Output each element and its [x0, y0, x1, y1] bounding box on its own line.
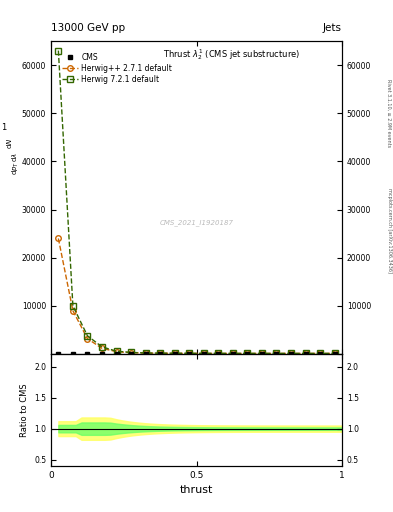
- CMS: [303, 351, 308, 357]
- Herwig 7.2.1 default: [274, 350, 279, 356]
- X-axis label: thrust: thrust: [180, 485, 213, 495]
- Herwig++ 2.7.1 default: [173, 350, 177, 356]
- Herwig 7.2.1 default: [100, 344, 105, 350]
- CMS: [173, 351, 177, 357]
- Herwig++ 2.7.1 default: [332, 350, 337, 356]
- Herwig 7.2.1 default: [85, 333, 90, 339]
- Legend: CMS, Herwig++ 2.7.1 default, Herwig 7.2.1 default: CMS, Herwig++ 2.7.1 default, Herwig 7.2.…: [61, 51, 174, 86]
- Herwig 7.2.1 default: [318, 350, 323, 356]
- Text: CMS_2021_I1920187: CMS_2021_I1920187: [160, 219, 233, 226]
- CMS: [332, 351, 337, 357]
- Herwig 7.2.1 default: [143, 350, 148, 356]
- Herwig 7.2.1 default: [245, 350, 250, 356]
- Herwig 7.2.1 default: [216, 350, 221, 356]
- Herwig++ 2.7.1 default: [245, 350, 250, 356]
- Herwig++ 2.7.1 default: [260, 350, 264, 356]
- Herwig 7.2.1 default: [202, 350, 206, 356]
- CMS: [85, 351, 90, 357]
- Herwig 7.2.1 default: [332, 350, 337, 356]
- Herwig++ 2.7.1 default: [216, 350, 221, 356]
- Herwig++ 2.7.1 default: [231, 350, 235, 356]
- Herwig++ 2.7.1 default: [56, 236, 61, 242]
- Herwig 7.2.1 default: [71, 303, 75, 309]
- CMS: [71, 351, 75, 357]
- Text: $\mathrm{d}p_T\,\mathrm{d}\lambda$: $\mathrm{d}p_T\,\mathrm{d}\lambda$: [11, 152, 21, 176]
- CMS: [187, 351, 192, 357]
- Herwig 7.2.1 default: [129, 349, 134, 355]
- Text: Jets: Jets: [323, 23, 342, 33]
- Herwig++ 2.7.1 default: [129, 350, 134, 356]
- CMS: [100, 351, 105, 357]
- Line: Herwig++ 2.7.1 default: Herwig++ 2.7.1 default: [55, 236, 338, 356]
- Herwig 7.2.1 default: [187, 350, 192, 356]
- Herwig++ 2.7.1 default: [318, 350, 323, 356]
- Herwig++ 2.7.1 default: [158, 350, 163, 356]
- Herwig++ 2.7.1 default: [303, 350, 308, 356]
- Herwig 7.2.1 default: [114, 348, 119, 354]
- CMS: [216, 351, 221, 357]
- Text: $\mathrm{d}N$: $\mathrm{d}N$: [6, 138, 14, 149]
- Herwig 7.2.1 default: [158, 350, 163, 356]
- CMS: [274, 351, 279, 357]
- Text: 1: 1: [1, 123, 7, 133]
- CMS: [260, 351, 264, 357]
- Text: 13000 GeV pp: 13000 GeV pp: [51, 23, 125, 33]
- CMS: [143, 351, 148, 357]
- Herwig++ 2.7.1 default: [187, 350, 192, 356]
- CMS: [245, 351, 250, 357]
- Herwig 7.2.1 default: [303, 350, 308, 356]
- CMS: [114, 351, 119, 357]
- Line: Herwig 7.2.1 default: Herwig 7.2.1 default: [55, 48, 338, 356]
- Text: mcplots.cern.ch [arXiv:1306.3436]: mcplots.cern.ch [arXiv:1306.3436]: [387, 188, 391, 273]
- Herwig 7.2.1 default: [260, 350, 264, 356]
- CMS: [56, 351, 61, 357]
- CMS: [158, 351, 163, 357]
- CMS: [289, 351, 294, 357]
- Herwig 7.2.1 default: [289, 350, 294, 356]
- Herwig++ 2.7.1 default: [202, 350, 206, 356]
- Text: Thrust $\lambda_{2}^{1}$ (CMS jet substructure): Thrust $\lambda_{2}^{1}$ (CMS jet substr…: [163, 47, 300, 62]
- Herwig 7.2.1 default: [173, 350, 177, 356]
- Line: CMS: CMS: [56, 351, 337, 356]
- Herwig++ 2.7.1 default: [143, 350, 148, 356]
- Herwig 7.2.1 default: [231, 350, 235, 356]
- Herwig++ 2.7.1 default: [114, 349, 119, 355]
- Herwig++ 2.7.1 default: [289, 350, 294, 356]
- Herwig 7.2.1 default: [56, 48, 61, 54]
- CMS: [318, 351, 323, 357]
- CMS: [129, 351, 134, 357]
- Herwig++ 2.7.1 default: [85, 335, 90, 342]
- Herwig++ 2.7.1 default: [274, 350, 279, 356]
- Y-axis label: Ratio to CMS: Ratio to CMS: [20, 383, 29, 437]
- Herwig++ 2.7.1 default: [71, 308, 75, 314]
- CMS: [202, 351, 206, 357]
- Herwig++ 2.7.1 default: [100, 345, 105, 351]
- CMS: [231, 351, 235, 357]
- Text: Rivet 3.1.10, ≥ 2.9M events: Rivet 3.1.10, ≥ 2.9M events: [387, 78, 391, 147]
